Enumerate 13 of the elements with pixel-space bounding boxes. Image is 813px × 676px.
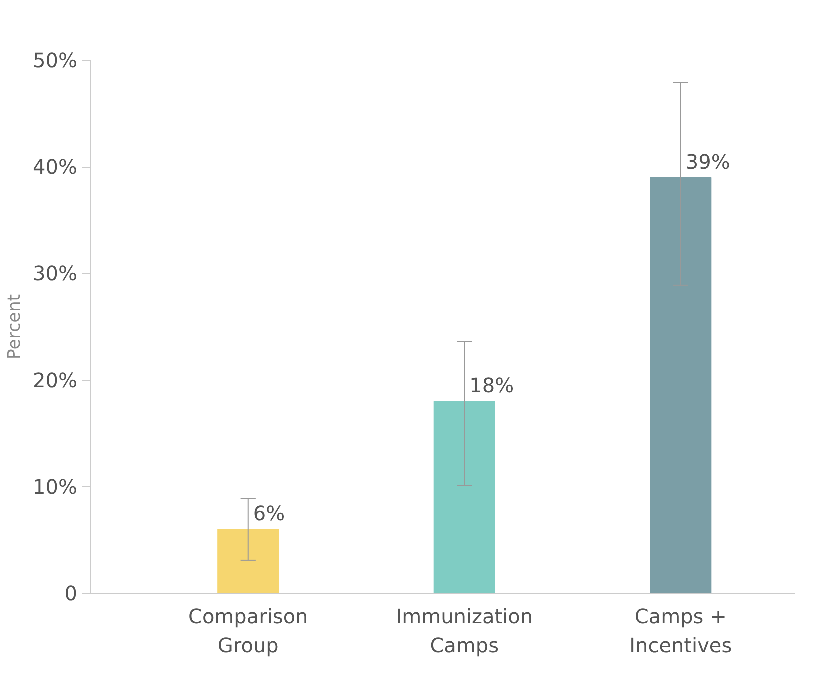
- y-tick-label: 20%: [33, 368, 78, 392]
- y-tick-label: 30%: [33, 262, 78, 286]
- data-label: 39%: [686, 150, 730, 174]
- x-tick-label: Comparison Group: [188, 604, 308, 658]
- x-tick-label: Immunization Camps: [396, 604, 534, 658]
- y-tick-label: 0: [64, 582, 78, 606]
- y-axis-title: Percent: [5, 294, 26, 360]
- x-tick-label: Camps + Incentives: [630, 604, 732, 658]
- data-label: 18%: [470, 374, 514, 398]
- y-tick-label: 40%: [33, 155, 78, 180]
- y-tick-label: 10%: [33, 474, 78, 499]
- data-label: 6%: [253, 502, 286, 526]
- y-tick-label: 50%: [33, 48, 78, 72]
